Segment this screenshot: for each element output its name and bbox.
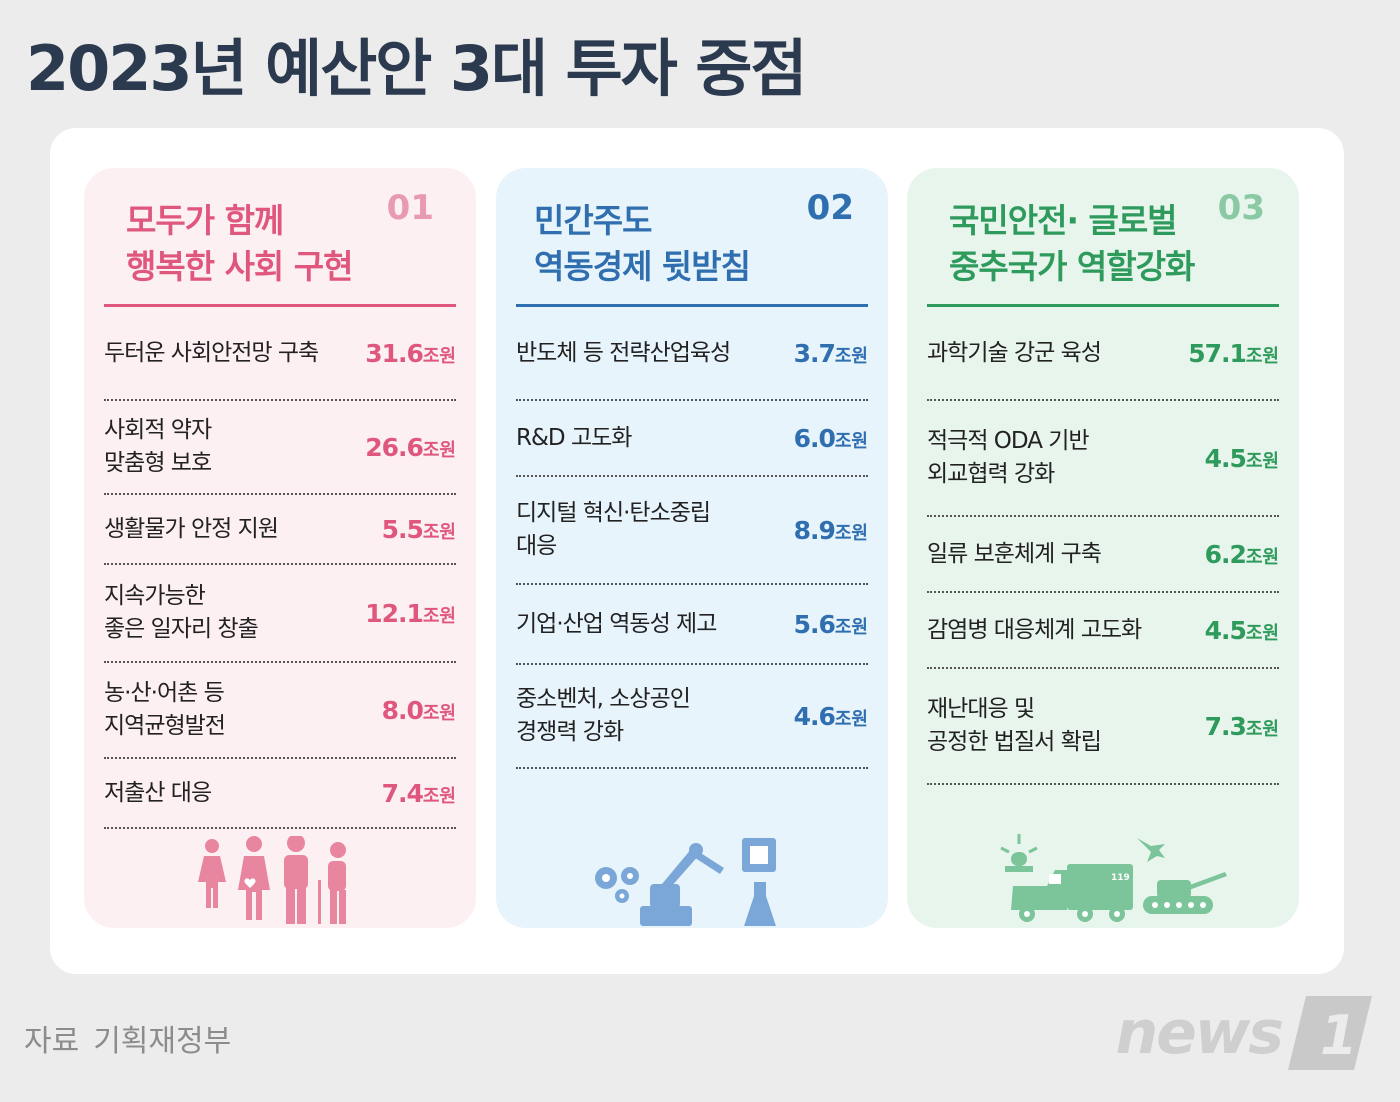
item-label: R&D 고도화 xyxy=(516,424,632,451)
list-item: 재난대응 및 공정한 법질서 확립 7.3조원 xyxy=(927,669,1279,785)
item-amount: 8.9조원 xyxy=(793,515,868,545)
item-amount: 26.6조원 xyxy=(365,432,456,462)
item-list: 과학기술 강군 육성 57.1조원 적극적 ODA 기반 외교협력 강화 4.5… xyxy=(927,307,1279,785)
item-amount: 12.1조원 xyxy=(365,598,456,628)
item-label: 중소벤처, 소상공인 경쟁력 강화 xyxy=(516,686,691,745)
list-item: 중소벤처, 소상공인 경쟁력 강화 4.6조원 xyxy=(516,665,868,769)
item-list: 두터운 사회안전망 구축 31.6조원 사회적 약자 맞춤형 보호 26.6조원… xyxy=(104,307,456,829)
panel-rule xyxy=(927,304,1279,307)
list-item: 생활물가 안정 지원 5.5조원 xyxy=(104,495,456,565)
item-amount: 4.6조원 xyxy=(793,701,868,731)
list-item: 감염병 대응체계 고도화 4.5조원 xyxy=(927,593,1279,669)
item-list: 반도체 등 전략산업육성 3.7조원 R&D 고도화 6.0조원 디지털 혁신·… xyxy=(516,307,868,769)
logo-mark-icon: 1 xyxy=(1288,996,1372,1070)
item-amount: 5.6조원 xyxy=(793,609,868,639)
list-item: 저출산 대응 7.4조원 xyxy=(104,759,456,829)
item-label: 기업·산업 역동성 제고 xyxy=(516,610,717,637)
item-label: 재난대응 및 공정한 법질서 확립 xyxy=(927,696,1102,755)
panel-title: 민간주도 역동경제 뒷받침 xyxy=(534,201,751,286)
item-label: 생활물가 안정 지원 xyxy=(104,515,279,542)
list-item: 과학기술 강군 육성 57.1조원 xyxy=(927,307,1279,401)
item-amount: 5.5조원 xyxy=(381,514,456,544)
item-amount: 7.4조원 xyxy=(381,778,456,808)
item-amount: 7.3조원 xyxy=(1204,711,1279,741)
item-label: 저출산 대응 xyxy=(104,779,212,806)
list-item: 디지털 혁신·탄소중립 대응 8.9조원 xyxy=(516,477,868,585)
panel-header: 민간주도 역동경제 뒷받침 02 xyxy=(516,168,868,304)
family-icon xyxy=(198,836,346,924)
item-label: 과학기술 강군 육성 xyxy=(927,339,1102,366)
item-amount: 57.1조원 xyxy=(1188,338,1279,368)
truck-number: 119 xyxy=(1111,873,1130,883)
list-item: R&D 고도화 6.0조원 xyxy=(516,401,868,477)
item-label: 일류 보훈체계 구축 xyxy=(927,540,1102,567)
item-label: 감염병 대응체계 고도화 xyxy=(927,616,1142,643)
item-amount: 31.6조원 xyxy=(365,338,456,368)
list-item: 두터운 사회안전망 구축 31.6조원 xyxy=(104,307,456,401)
item-amount: 6.0조원 xyxy=(793,423,868,453)
news1-logo: news 1 xyxy=(1115,996,1372,1070)
list-item: 기업·산업 역동성 제고 5.6조원 xyxy=(516,585,868,665)
item-label: 적극적 ODA 기반 외교협력 강화 xyxy=(927,428,1090,487)
item-amount: 4.5조원 xyxy=(1204,443,1279,473)
list-item: 일류 보훈체계 구축 6.2조원 xyxy=(927,517,1279,593)
item-amount: 3.7조원 xyxy=(793,338,868,368)
svg-text:1: 1 xyxy=(1320,1004,1358,1067)
panel-header: 국민안전· 글로벌 중추국가 역할강화 03 xyxy=(927,168,1279,304)
panel-number: 02 xyxy=(806,188,854,228)
item-label: 반도체 등 전략산업육성 xyxy=(516,339,731,366)
panel-economy: 민간주도 역동경제 뒷받침 02 반도체 등 전략산업육성 3.7조원 R&D … xyxy=(496,168,888,928)
item-label: 지속가능한 좋은 일자리 창출 xyxy=(104,583,259,642)
panel-title: 국민안전· 글로벌 중추국가 역할강화 xyxy=(949,201,1195,286)
industry-icon xyxy=(595,838,776,926)
list-item: 지속가능한 좋은 일자리 창출 12.1조원 xyxy=(104,565,456,663)
panel-rule xyxy=(516,304,868,307)
source-value: 기획재정부 xyxy=(93,1024,232,1059)
list-item: 반도체 등 전략산업육성 3.7조원 xyxy=(516,307,868,401)
item-label: 사회적 약자 맞춤형 보호 xyxy=(104,417,212,476)
panel-header: 모두가 함께 행복한 사회 구현 01 xyxy=(104,168,456,304)
list-item: 사회적 약자 맞춤형 보호 26.6조원 xyxy=(104,401,456,495)
source-label: 자료 xyxy=(24,1024,80,1059)
item-amount: 8.0조원 xyxy=(381,695,456,725)
panel-number: 03 xyxy=(1217,188,1265,228)
list-item: 농·산·어촌 등 지역균형발전 8.0조원 xyxy=(104,663,456,759)
item-amount: 4.5조원 xyxy=(1204,615,1279,645)
item-label: 디지털 혁신·탄소중립 대응 xyxy=(516,500,711,559)
panel-rule xyxy=(104,304,456,307)
item-label: 두터운 사회안전망 구축 xyxy=(104,339,319,366)
panel-social: 모두가 함께 행복한 사회 구현 01 두터운 사회안전망 구축 31.6조원 … xyxy=(84,168,476,928)
panel-title: 모두가 함께 행복한 사회 구현 xyxy=(126,201,354,286)
panel-number: 01 xyxy=(386,188,434,228)
logo-text: news xyxy=(1115,998,1284,1068)
page-title: 2023년 예산안 3대 투자 중점 xyxy=(26,32,807,105)
item-amount: 6.2조원 xyxy=(1204,539,1279,569)
panel-safety-global: 국민안전· 글로벌 중추국가 역할강화 03 과학기술 강군 육성 57.1조원… xyxy=(907,168,1299,928)
source-credit: 자료 기획재정부 xyxy=(24,1016,231,1060)
safety-defense-icon: 119 xyxy=(1000,834,1227,922)
item-label: 농·산·어촌 등 지역균형발전 xyxy=(104,680,226,739)
list-item: 적극적 ODA 기반 외교협력 강화 4.5조원 xyxy=(927,401,1279,517)
